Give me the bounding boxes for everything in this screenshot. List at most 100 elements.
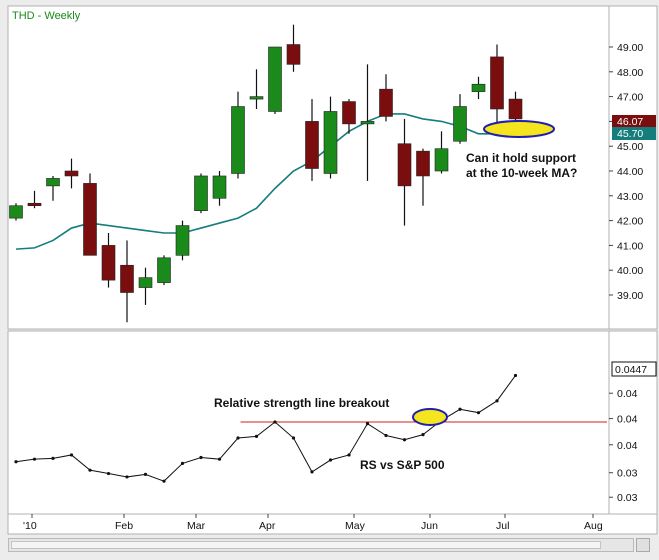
rs-point [88, 468, 92, 472]
candle-body [83, 183, 97, 256]
rs-point [14, 460, 18, 464]
price-tick-label: 42.00 [617, 216, 643, 228]
price-tick-label: 49.00 [617, 42, 643, 54]
rs-point [328, 458, 333, 462]
candle [416, 148, 430, 206]
candle-body [9, 205, 23, 219]
rs-point [421, 433, 425, 437]
time-axis: '10 Feb Mar Apr May Jun Jul Aug [23, 514, 603, 532]
candle-body [231, 106, 245, 174]
rs-point [32, 457, 37, 461]
rs-point [273, 420, 277, 424]
candle-body [490, 56, 504, 110]
breakout-highlight [412, 408, 448, 426]
chart-title: THD - Weekly [12, 10, 81, 22]
candle-body [46, 178, 60, 187]
candle [46, 175, 60, 201]
candle-body [379, 88, 393, 117]
candle-body [508, 98, 523, 120]
candle [157, 255, 171, 286]
rs-point [143, 472, 148, 476]
time-tick-label: Jul [496, 520, 509, 532]
candle [138, 267, 153, 305]
candle-body [120, 264, 134, 293]
rs-point [217, 457, 222, 461]
rs-last-value-tag [611, 361, 657, 377]
rs-point [513, 373, 518, 378]
candle [27, 190, 42, 209]
candle [101, 233, 116, 288]
candle-body [101, 245, 116, 281]
candle [9, 203, 23, 221]
rs-point [291, 436, 296, 440]
ma-price-label: 45.70 [617, 128, 643, 140]
rs-tick-label: 0.04 [617, 440, 638, 452]
candle [212, 171, 227, 206]
candle [323, 96, 338, 179]
rs-point [384, 433, 388, 438]
rs-tick-label: 0.03 [617, 492, 638, 504]
rs-tick-label: 0.04 [617, 388, 638, 400]
rs-point [162, 479, 166, 483]
horizontal-scrollbar[interactable] [8, 538, 634, 552]
candle [471, 76, 486, 100]
candle-body [471, 83, 486, 92]
rs-breakout-annotation: Relative strength line breakout [214, 396, 389, 410]
candle [342, 99, 356, 134]
last-price-label: 46.07 [617, 116, 643, 128]
candle-body [157, 257, 171, 283]
candle-body [138, 277, 153, 288]
ma-10-week-line [15, 113, 516, 250]
candle [231, 91, 245, 179]
scrollbar-thumb[interactable] [11, 541, 601, 549]
candle [397, 118, 412, 226]
scroll-right-button[interactable] [636, 538, 650, 552]
candle [305, 99, 319, 181]
ma-line [15, 113, 516, 250]
rs-point [69, 453, 74, 457]
candle [453, 94, 467, 144]
candle [120, 240, 134, 323]
rs-point [199, 455, 203, 460]
candle-body [360, 121, 375, 125]
rs-point [106, 471, 111, 476]
candle-body [434, 148, 449, 172]
candle [194, 173, 208, 214]
rs-tick-label: 0.04 [617, 414, 638, 426]
candle [286, 24, 301, 72]
rs-point [476, 411, 481, 415]
time-tick-label: Jun [421, 520, 438, 532]
candle [490, 44, 504, 124]
candle [249, 69, 264, 109]
candle [83, 173, 97, 256]
candle [268, 46, 282, 114]
rs-point [310, 470, 314, 474]
rs-point [458, 407, 462, 411]
time-tick-label: Aug [584, 520, 603, 532]
candle-body [268, 46, 282, 112]
rs-point [125, 475, 129, 479]
candle-body [305, 121, 319, 169]
price-axis-area [608, 5, 658, 330]
ma-support-highlight [483, 120, 555, 138]
candle-body [323, 111, 338, 174]
candle-body [27, 202, 42, 207]
rs-last-value-label: 0.0447 [615, 364, 647, 376]
price-tick-label: 44.00 [617, 166, 643, 178]
time-tick-label: Feb [115, 520, 133, 532]
rs-point [402, 438, 407, 442]
time-axis-area [7, 513, 658, 535]
price-tick-label: 45.00 [617, 141, 643, 153]
last-price-tag [612, 115, 656, 128]
rs-point [495, 399, 499, 403]
price-tick-label: 39.00 [617, 290, 643, 302]
price-tick-label: 48.00 [617, 67, 643, 79]
candle [175, 220, 190, 261]
candle-body [342, 101, 356, 125]
candle-body [212, 175, 227, 199]
time-tick-label: Mar [187, 520, 206, 532]
rs-point [180, 461, 185, 466]
candle-body [286, 44, 301, 65]
rs-point [347, 453, 351, 457]
candle-body [249, 96, 264, 100]
